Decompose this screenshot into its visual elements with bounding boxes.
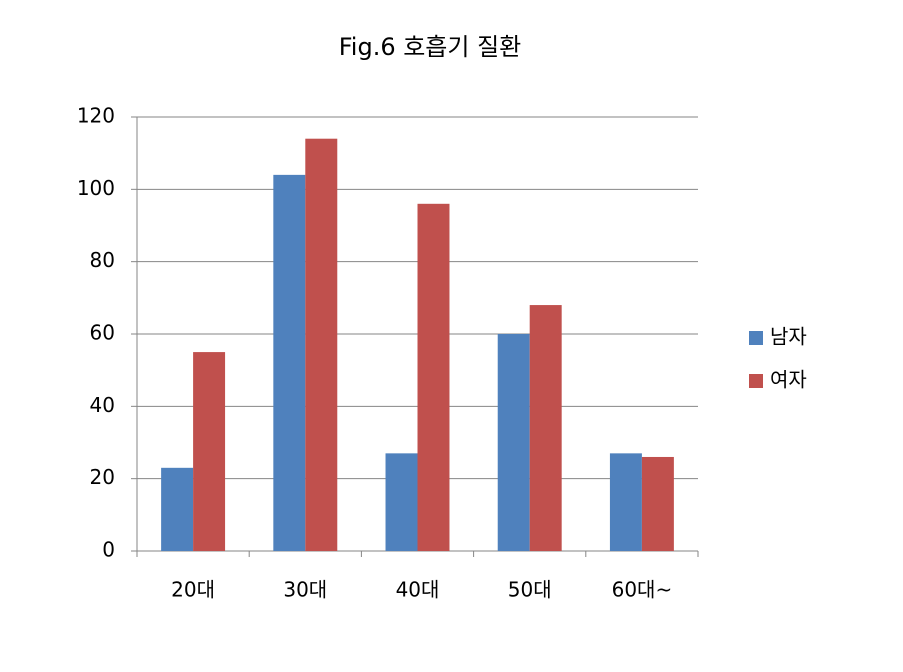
legend-label: 남자: [770, 325, 807, 349]
chart-title: Fig.6 호흡기 질환: [339, 33, 522, 61]
y-tick-label: 120: [77, 104, 115, 128]
bar: [193, 352, 226, 551]
y-tick-label: 100: [77, 176, 115, 200]
x-tick-label: 60대~: [612, 578, 673, 602]
bar: [529, 305, 562, 551]
y-tick-label: 60: [90, 321, 115, 345]
y-tick-label: 0: [102, 538, 115, 562]
bar: [609, 453, 642, 551]
x-tick-label: 40대: [396, 578, 440, 602]
bar: [417, 203, 450, 552]
bar: [161, 467, 194, 551]
y-tick-label: 80: [90, 248, 115, 272]
legend-swatch: [749, 331, 763, 345]
legend-label: 여자: [770, 368, 807, 392]
bar: [273, 174, 306, 551]
y-tick-label: 20: [90, 465, 115, 489]
bar: [385, 453, 418, 551]
x-tick-label: 50대: [508, 578, 552, 602]
bar: [305, 138, 338, 551]
legend-swatch: [749, 374, 763, 388]
x-tick-label: 20대: [171, 578, 215, 602]
y-tick-label: 40: [90, 393, 115, 417]
bar: [641, 456, 674, 551]
bar: [497, 334, 530, 551]
x-tick-label: 30대: [283, 578, 327, 602]
